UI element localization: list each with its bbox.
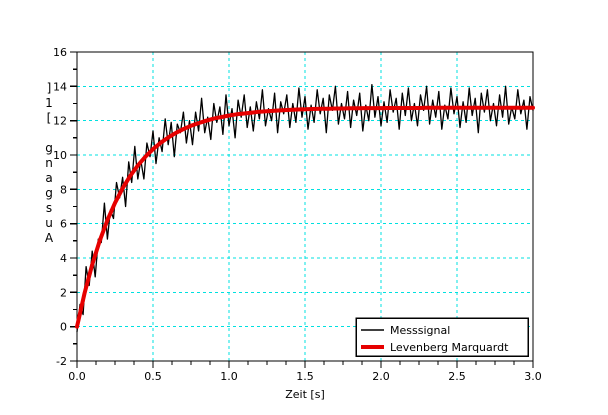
x-tick-label: 2.0 xyxy=(372,370,390,383)
axes-layer: 0.0 0.5 1.0 1.5 2.0 2.5 3.0 -2 0 2 4 6 8 10 12 14 16 xyxy=(53,46,542,383)
x-tick-label: 2.5 xyxy=(448,370,466,383)
y-tick-label: 2 xyxy=(60,286,67,299)
x-tick-label: 0.0 xyxy=(68,370,86,383)
legend-label: Levenberg Marquardt xyxy=(390,341,509,354)
series-messsignal xyxy=(76,83,534,333)
legend-layer: Messsignal Levenberg Marquardt xyxy=(355,317,529,357)
legend-box xyxy=(355,317,529,357)
y-tick-label: 0 xyxy=(60,321,67,334)
x-tick-label: 3.0 xyxy=(524,370,542,383)
y-axis-label-char: [ xyxy=(47,111,52,125)
y-tick-label: 16 xyxy=(53,46,67,59)
y-tick-label: 6 xyxy=(60,218,67,231)
grid-layer xyxy=(77,52,533,361)
y-tick-label: 14 xyxy=(53,80,67,93)
series-levenberg-marquardt xyxy=(75,105,535,329)
x-tick-label: 1.5 xyxy=(296,370,314,383)
legend-label: Messsignal xyxy=(390,324,450,337)
y-axis-label-char: a xyxy=(45,171,52,185)
y-axis-label-char: s xyxy=(46,201,52,215)
y-axis-label-char: g xyxy=(45,141,53,155)
y-axis-label-char: n xyxy=(45,156,53,170)
series-layer xyxy=(75,83,535,333)
y-axis-label-char: 1 xyxy=(45,96,53,110)
y-tick-label: 10 xyxy=(53,149,67,162)
y-tick-label: -2 xyxy=(56,355,67,368)
y-tick-label: 8 xyxy=(60,183,67,196)
x-tick-label: 1.0 xyxy=(220,370,238,383)
y-axis-label-char: u xyxy=(45,216,53,230)
x-tick-label: 0.5 xyxy=(144,370,162,383)
y-axis-label-char: ] xyxy=(47,81,52,95)
y-axis-label-char: A xyxy=(45,231,54,245)
x-axis-label: Zeit [s] xyxy=(285,388,324,401)
y-axis-label-char: g xyxy=(45,186,53,200)
y-tick-label: 12 xyxy=(53,115,67,128)
y-tick-label: 4 xyxy=(60,252,67,265)
